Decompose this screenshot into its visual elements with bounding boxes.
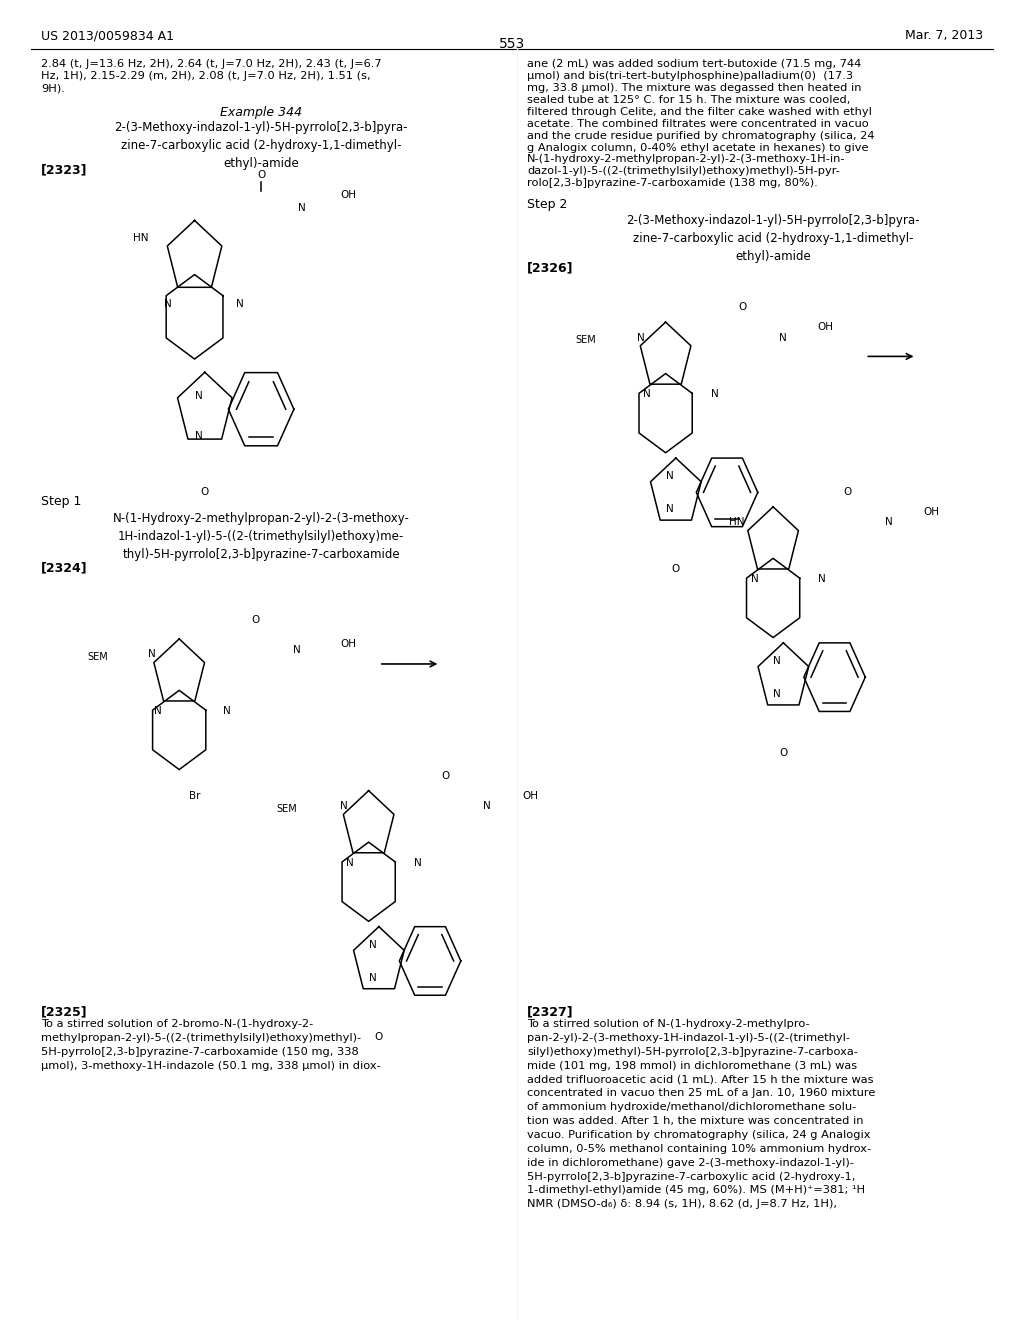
Text: N: N <box>637 333 645 343</box>
Text: To a stirred solution of N-(1-hydroxy-2-methylpro-: To a stirred solution of N-(1-hydroxy-2-… <box>527 1019 810 1030</box>
Text: [2327]: [2327] <box>527 1006 574 1019</box>
Text: O: O <box>375 1032 383 1043</box>
Text: [2323]: [2323] <box>41 164 87 177</box>
Text: filtered through Celite, and the filter cake washed with ethyl: filtered through Celite, and the filter … <box>527 107 872 117</box>
Text: N: N <box>711 389 719 400</box>
Text: SEM: SEM <box>276 804 297 814</box>
Text: Step 2: Step 2 <box>527 198 567 211</box>
Text: O: O <box>844 487 852 498</box>
Text: rolo[2,3-b]pyrazine-7-carboxamide (138 mg, 80%).: rolo[2,3-b]pyrazine-7-carboxamide (138 m… <box>527 178 818 189</box>
Text: OH: OH <box>340 639 356 649</box>
Text: NMR (DMSO-d₆) δ: 8.94 (s, 1H), 8.62 (d, J=8.7 Hz, 1H),: NMR (DMSO-d₆) δ: 8.94 (s, 1H), 8.62 (d, … <box>527 1200 838 1209</box>
Text: N: N <box>773 656 781 667</box>
Text: N: N <box>751 574 759 585</box>
Text: silyl)ethoxy)methyl)-5H-pyrrolo[2,3-b]pyrazine-7-carboxa-: silyl)ethoxy)methyl)-5H-pyrrolo[2,3-b]py… <box>527 1047 858 1057</box>
Text: N: N <box>643 389 651 400</box>
Text: SEM: SEM <box>87 652 108 663</box>
Text: N: N <box>195 430 203 441</box>
Text: HN: HN <box>133 232 148 243</box>
Text: N: N <box>885 517 893 528</box>
Text: and the crude residue purified by chromatography (silica, 24: and the crude residue purified by chroma… <box>527 131 874 141</box>
Text: ide in dichloromethane) gave 2-(3-methoxy-indazol-1-yl)-: ide in dichloromethane) gave 2-(3-methox… <box>527 1158 854 1168</box>
Text: N: N <box>666 504 674 515</box>
Text: [2326]: [2326] <box>527 261 573 275</box>
Text: OH: OH <box>340 190 356 201</box>
Text: 2-(3-Methoxy-indazol-1-yl)-5H-pyrrolo[2,3-b]pyra-
zine-7-carboxylic acid (2-hydr: 2-(3-Methoxy-indazol-1-yl)-5H-pyrrolo[2,… <box>627 214 920 263</box>
Text: US 2013/0059834 A1: US 2013/0059834 A1 <box>41 29 174 42</box>
Text: SEM: SEM <box>575 335 596 346</box>
Text: OH: OH <box>817 322 834 333</box>
Text: N: N <box>369 973 377 983</box>
Text: N-(1-hydroxy-2-methylpropan-2-yl)-2-(3-methoxy-1H-in-: N-(1-hydroxy-2-methylpropan-2-yl)-2-(3-m… <box>527 154 846 165</box>
Text: 5H-pyrrolo[2,3-b]pyrazine-7-carboxylic acid (2-hydroxy-1,: 5H-pyrrolo[2,3-b]pyrazine-7-carboxylic a… <box>527 1172 856 1181</box>
Text: μmol), 3-methoxy-1H-indazole (50.1 mg, 338 μmol) in diox-: μmol), 3-methoxy-1H-indazole (50.1 mg, 3… <box>41 1061 381 1071</box>
Text: Br: Br <box>188 791 201 801</box>
Text: OH: OH <box>522 791 539 801</box>
Text: N: N <box>236 298 244 309</box>
Text: N: N <box>223 706 231 717</box>
Text: N: N <box>346 858 354 869</box>
Text: mg, 33.8 μmol). The mixture was degassed then heated in: mg, 33.8 μmol). The mixture was degassed… <box>527 83 862 94</box>
Text: N: N <box>482 801 490 812</box>
Text: HN: HN <box>729 517 744 528</box>
Text: N: N <box>779 333 787 343</box>
Text: Hz, 1H), 2.15-2.29 (m, 2H), 2.08 (t, J=7.0 Hz, 2H), 1.51 (s,: Hz, 1H), 2.15-2.29 (m, 2H), 2.08 (t, J=7… <box>41 71 371 82</box>
Text: N: N <box>293 645 301 656</box>
Text: N-(1-Hydroxy-2-methylpropan-2-yl)-2-(3-methoxy-
1H-indazol-1-yl)-5-((2-(trimethy: N-(1-Hydroxy-2-methylpropan-2-yl)-2-(3-m… <box>113 512 410 561</box>
Text: ane (2 mL) was added sodium tert-butoxide (71.5 mg, 744: ane (2 mL) was added sodium tert-butoxid… <box>527 59 861 70</box>
Text: N: N <box>818 574 826 585</box>
Text: N: N <box>195 391 203 401</box>
Text: O: O <box>257 170 265 181</box>
Text: vacuo. Purification by chromatography (silica, 24 g Analogix: vacuo. Purification by chromatography (s… <box>527 1130 870 1140</box>
Text: mide (101 mg, 198 mmol) in dichloromethane (3 mL) was: mide (101 mg, 198 mmol) in dichlorometha… <box>527 1061 857 1071</box>
Text: methylpropan-2-yl)-5-((2-(trimethylsilyl)ethoxy)methyl)-: methylpropan-2-yl)-5-((2-(trimethylsilyl… <box>41 1032 361 1043</box>
Text: N: N <box>340 801 348 812</box>
Text: 1-dimethyl-ethyl)amide (45 mg, 60%). MS (M+H)⁺=381; ¹H: 1-dimethyl-ethyl)amide (45 mg, 60%). MS … <box>527 1185 865 1196</box>
Text: μmol) and bis(tri-tert-butylphosphine)palladium(0)  (17.3: μmol) and bis(tri-tert-butylphosphine)pa… <box>527 71 853 82</box>
Text: O: O <box>779 748 787 759</box>
Text: 5H-pyrrolo[2,3-b]pyrazine-7-carboxamide (150 mg, 338: 5H-pyrrolo[2,3-b]pyrazine-7-carboxamide … <box>41 1047 358 1057</box>
Text: O: O <box>738 302 746 313</box>
Text: g Analogix column, 0-40% ethyl acetate in hexanes) to give: g Analogix column, 0-40% ethyl acetate i… <box>527 143 868 153</box>
Text: of ammonium hydroxide/methanol/dichloromethane solu-: of ammonium hydroxide/methanol/dichlorom… <box>527 1102 857 1113</box>
Text: [2324]: [2324] <box>41 561 88 574</box>
Text: N: N <box>154 706 162 717</box>
Text: acetate. The combined filtrates were concentrated in vacuo: acetate. The combined filtrates were con… <box>527 119 869 129</box>
Text: N: N <box>773 689 781 700</box>
Text: Mar. 7, 2013: Mar. 7, 2013 <box>905 29 983 42</box>
Text: 2.84 (t, J=13.6 Hz, 2H), 2.64 (t, J=7.0 Hz, 2H), 2.43 (t, J=6.7: 2.84 (t, J=13.6 Hz, 2H), 2.64 (t, J=7.0 … <box>41 59 382 70</box>
Text: N: N <box>298 203 306 214</box>
Text: To a stirred solution of 2-bromo-N-(1-hydroxy-2-: To a stirred solution of 2-bromo-N-(1-hy… <box>41 1019 313 1030</box>
Text: OH: OH <box>924 507 940 517</box>
Text: 9H).: 9H). <box>41 83 65 94</box>
Text: 553: 553 <box>499 37 525 51</box>
Text: Step 1: Step 1 <box>41 495 81 508</box>
Text: dazol-1-yl)-5-((2-(trimethylsilyl)ethoxy)methyl)-5H-pyr-: dazol-1-yl)-5-((2-(trimethylsilyl)ethoxy… <box>527 166 841 177</box>
Text: O: O <box>201 487 209 498</box>
Text: N: N <box>414 858 422 869</box>
Text: added trifluoroacetic acid (1 mL). After 15 h the mixture was: added trifluoroacetic acid (1 mL). After… <box>527 1074 873 1085</box>
Text: column, 0-5% methanol containing 10% ammonium hydrox-: column, 0-5% methanol containing 10% amm… <box>527 1143 871 1154</box>
Text: concentrated in vacuo then 25 mL of a Jan. 10, 1960 mixture: concentrated in vacuo then 25 mL of a Ja… <box>527 1088 876 1098</box>
Text: O: O <box>252 615 260 626</box>
Text: O: O <box>672 564 680 574</box>
Text: N: N <box>164 298 172 309</box>
Text: N: N <box>148 649 157 660</box>
Text: tion was added. After 1 h, the mixture was concentrated in: tion was added. After 1 h, the mixture w… <box>527 1117 864 1126</box>
Text: O: O <box>441 771 450 781</box>
Text: Example 344: Example 344 <box>220 106 302 119</box>
Text: N: N <box>369 940 377 950</box>
Text: pan-2-yl)-2-(3-methoxy-1H-indazol-1-yl)-5-((2-(trimethyl-: pan-2-yl)-2-(3-methoxy-1H-indazol-1-yl)-… <box>527 1032 850 1043</box>
Text: sealed tube at 125° C. for 15 h. The mixture was cooled,: sealed tube at 125° C. for 15 h. The mix… <box>527 95 851 106</box>
Text: N: N <box>666 471 674 482</box>
Text: [2325]: [2325] <box>41 1006 88 1019</box>
Text: 2-(3-Methoxy-indazol-1-yl)-5H-pyrrolo[2,3-b]pyra-
zine-7-carboxylic acid (2-hydr: 2-(3-Methoxy-indazol-1-yl)-5H-pyrrolo[2,… <box>115 121 408 170</box>
